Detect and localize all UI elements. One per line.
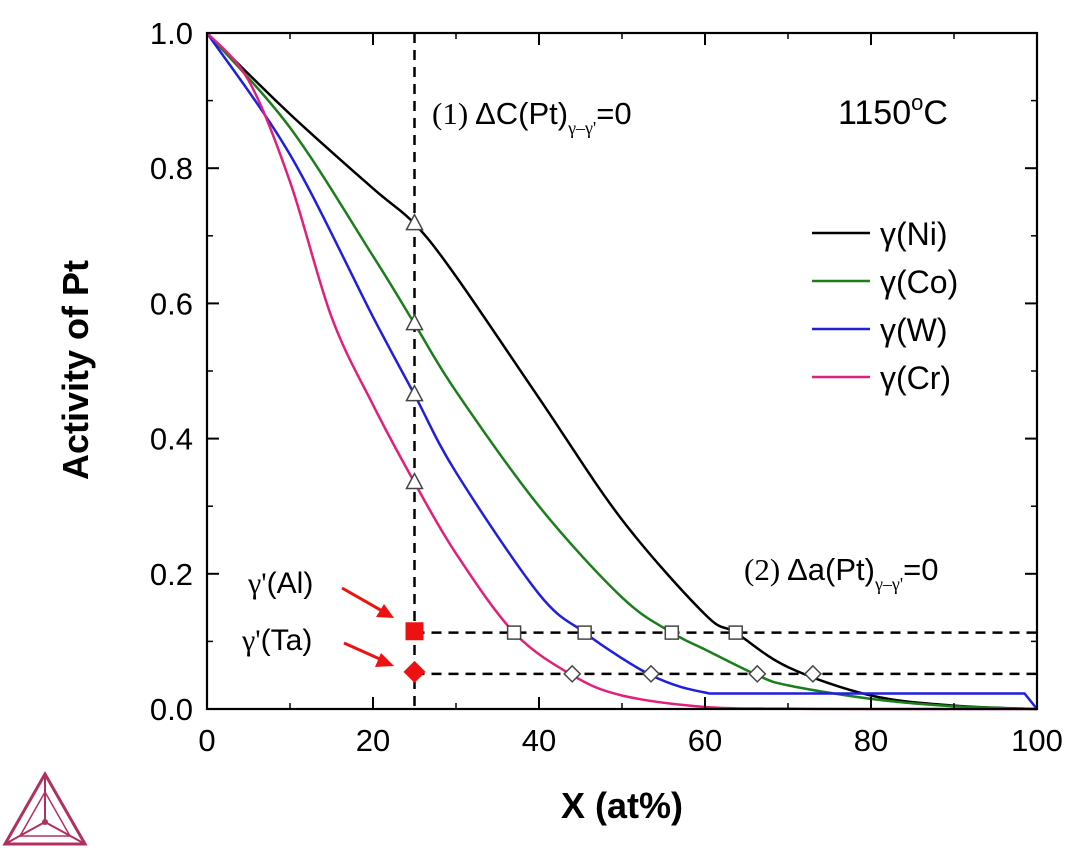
square-marker (664, 625, 680, 640)
annotation-delta-c: (1) ΔC(Pt)γ–γ'=0 (432, 96, 632, 138)
triangle-marker (405, 313, 424, 331)
phase-arrow-ta (343, 641, 394, 667)
phase-arrow-al (341, 586, 394, 618)
legend-label-w: γ(W) (880, 312, 948, 348)
y-tick-label: 0.0 (150, 692, 193, 727)
x-axis-title: X (at%) (561, 785, 683, 826)
phase-label-al: γ'(Al) (247, 567, 313, 600)
series-line-ni (206, 32, 1038, 711)
legend-label-co: γ(Co) (880, 264, 958, 300)
triangle-marker (405, 471, 424, 490)
phase-marker-diamond (403, 660, 426, 683)
diamond-marker (563, 664, 582, 683)
series-line-co (206, 32, 1038, 711)
ticks-layer: 0 20 40 60 80 100 0.0 0.2 0.4 0.6 0.8 1.0 (150, 16, 1063, 758)
thermo-calc-logo (2, 770, 88, 846)
triangle-marker (405, 213, 424, 231)
y-tick-label: 0.4 (150, 422, 193, 457)
x-tick-label: 40 (522, 723, 556, 758)
x-tick-label: 60 (688, 723, 722, 758)
triangle-marker (405, 384, 424, 402)
annotation-delta-a: (2) Δa(Pt)γ–γ'=0 (744, 552, 938, 594)
phase-label-ta: γ'(Ta) (241, 624, 312, 657)
legend: γ(Ni) γ(Co) γ(W) γ(Cr) (812, 216, 958, 396)
temperature-label: 1150oC (838, 90, 948, 132)
x-tick-label: 80 (854, 723, 888, 758)
y-tick-label: 1.0 (150, 16, 193, 51)
y-tick-label: 0.8 (150, 151, 193, 186)
diamond-marker (748, 664, 767, 683)
square-marker (577, 625, 592, 640)
y-tick-label: 0.6 (150, 286, 193, 321)
x-tick-label: 0 (198, 723, 215, 758)
legend-label-cr: γ(Cr) (880, 360, 951, 396)
legend-label-ni: γ(Ni) (880, 216, 948, 252)
x-tick-label: 100 (1011, 723, 1063, 758)
marker-layer (403, 213, 822, 683)
phase-marker-square (405, 622, 424, 641)
diamond-marker (803, 664, 822, 683)
y-axis-title: Activity of Pt (55, 260, 96, 480)
y-tick-label: 0.2 (150, 557, 193, 592)
square-marker (506, 625, 522, 640)
square-marker (728, 625, 743, 640)
diamond-marker (641, 664, 661, 683)
x-tick-label: 20 (356, 723, 390, 758)
